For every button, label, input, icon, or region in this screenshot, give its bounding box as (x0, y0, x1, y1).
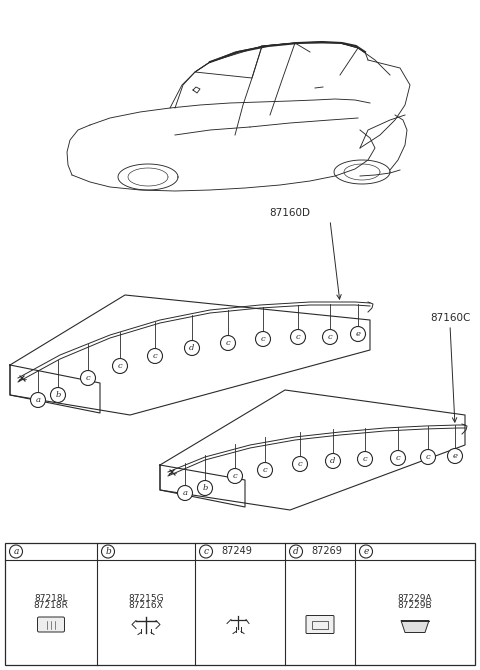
Text: b: b (202, 484, 208, 492)
Text: d: d (330, 457, 336, 465)
Bar (5, 543, 475, 665)
Text: c: c (226, 339, 230, 347)
Circle shape (81, 371, 96, 385)
Text: a: a (36, 396, 40, 404)
Circle shape (447, 448, 463, 464)
Text: c: c (261, 335, 265, 343)
Circle shape (220, 336, 236, 350)
Circle shape (147, 348, 163, 364)
Text: a: a (182, 489, 188, 497)
Circle shape (31, 393, 46, 407)
Text: 87269: 87269 (311, 547, 342, 557)
Text: 87160C: 87160C (430, 313, 470, 323)
Text: c: c (396, 454, 400, 462)
Circle shape (197, 480, 213, 496)
Text: 87218L: 87218L (34, 594, 68, 603)
Text: c: c (233, 472, 238, 480)
Text: 87229B: 87229B (398, 601, 432, 610)
Text: b: b (55, 391, 60, 399)
Polygon shape (401, 620, 429, 632)
Text: e: e (363, 547, 369, 556)
Text: c: c (263, 466, 267, 474)
Circle shape (184, 340, 200, 356)
Text: 87216X: 87216X (129, 601, 163, 610)
Circle shape (290, 330, 305, 344)
Text: e: e (453, 452, 457, 460)
Circle shape (350, 326, 365, 342)
Circle shape (178, 486, 192, 500)
Text: c: c (153, 352, 157, 360)
Circle shape (255, 332, 271, 346)
Text: c: c (118, 362, 122, 370)
Circle shape (289, 545, 302, 558)
Circle shape (228, 468, 242, 484)
Circle shape (358, 452, 372, 466)
Circle shape (200, 545, 213, 558)
Circle shape (391, 450, 406, 466)
Text: c: c (298, 460, 302, 468)
FancyBboxPatch shape (37, 617, 64, 632)
Text: c: c (426, 453, 431, 461)
Text: 87215G: 87215G (128, 594, 164, 603)
Circle shape (325, 454, 340, 468)
Text: 87249: 87249 (221, 547, 252, 557)
Text: 87218R: 87218R (34, 601, 69, 610)
Circle shape (10, 545, 23, 558)
Text: e: e (356, 330, 360, 338)
Text: b: b (105, 547, 111, 556)
Text: c: c (362, 455, 367, 463)
Text: d: d (189, 344, 195, 352)
Text: 87229A: 87229A (398, 594, 432, 603)
Circle shape (323, 330, 337, 344)
Circle shape (257, 462, 273, 478)
Text: c: c (85, 374, 90, 382)
Circle shape (112, 358, 128, 373)
Text: c: c (328, 333, 332, 341)
Circle shape (292, 456, 308, 472)
Text: d: d (293, 547, 299, 556)
Text: c: c (204, 547, 208, 556)
Circle shape (101, 545, 115, 558)
Circle shape (420, 450, 435, 464)
Circle shape (50, 387, 65, 403)
Text: a: a (13, 547, 19, 556)
Text: c: c (296, 333, 300, 341)
FancyBboxPatch shape (306, 616, 334, 634)
Text: 87160D: 87160D (269, 208, 311, 218)
Bar (312, 620, 328, 628)
Circle shape (360, 545, 372, 558)
